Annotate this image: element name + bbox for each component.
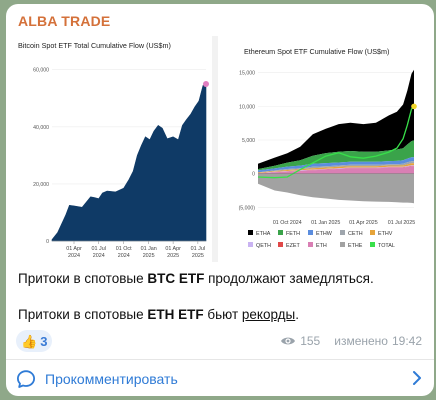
eth-y-tick-label: 15,000 — [239, 71, 255, 77]
btc-chart-svg: Bitcoin Spot ETF Total Cumulative Flow (… — [18, 41, 209, 259]
btc-x-tick-year: 2025 — [167, 253, 179, 259]
message-time: 19:42 — [391, 334, 422, 348]
eth-legend-swatch — [248, 242, 253, 247]
line2-bold: ETH ETF — [147, 307, 204, 322]
eth-legend-label: ETHA — [256, 231, 271, 237]
btc-end-marker — [203, 80, 209, 87]
eth-chart-svg: Ethereum Spot ETF Cumulative Flow (US$m)… — [239, 47, 417, 249]
comment-button[interactable]: Прокомментировать — [6, 361, 434, 396]
eye-icon — [281, 337, 296, 345]
reaction-count: 3 — [40, 333, 48, 349]
eth-x-tick-label: 01 Apr 2025 — [349, 220, 378, 226]
btc-x-tick-label: 01 Oct — [116, 246, 132, 252]
btc-y-tick-label: 0 — [46, 239, 49, 245]
btc-y-tick-label: 20,000 — [33, 182, 49, 188]
btc-area — [51, 83, 207, 242]
eth-y-tick-label: 0 — [252, 172, 255, 178]
btc-y-tick-label: 40,000 — [33, 125, 49, 131]
eth-area-ceth — [258, 161, 414, 173]
btc-chart-title: Bitcoin Spot ETF Total Cumulative Flow (… — [18, 41, 171, 50]
btc-y-tick-label: 60,000 — [33, 68, 49, 74]
line2-post: . — [295, 307, 300, 322]
eth-area-etha — [258, 69, 414, 170]
eth-end-marker — [411, 103, 417, 110]
reaction-thumbs-up[interactable]: 👍 3 — [16, 330, 52, 352]
btc-x-tick-label: 01 Apr — [165, 246, 181, 252]
line2-pre: Притоки в спотовые — [18, 307, 148, 322]
thumbs-up-icon: 👍 — [21, 333, 38, 349]
btc-x-tick-year: 2025 — [143, 253, 155, 259]
eth-area-ethw — [258, 157, 414, 173]
eth-total-line — [257, 105, 415, 179]
records-link[interactable]: рекорды — [241, 307, 296, 322]
message-line-1: Притоки в спотовые BTC ETF продолжают за… — [18, 270, 374, 288]
eth-legend-swatch — [278, 230, 283, 235]
line2-mid: бьют — [203, 307, 242, 322]
eth-legend-label: QETH — [256, 243, 271, 249]
eth-legend-label: CETH — [348, 231, 363, 237]
line1-bold: BTC ETF — [147, 271, 205, 286]
btc-x-tick-label: 01 Apr — [66, 246, 82, 252]
eth-legend-label: ETH — [316, 243, 327, 249]
btc-x-tick-label: 01 Jul — [92, 246, 106, 252]
eth-x-tick-label: 01 Oct 2024 — [273, 220, 302, 226]
btc-x-tick-year: 2024 — [93, 253, 105, 259]
eth-legend-swatch — [248, 230, 253, 235]
comment-bubble-icon — [17, 370, 35, 388]
eth-legend-label: ETHV — [378, 231, 393, 237]
eth-y-tick-label: 10,000 — [239, 104, 255, 110]
eth-y-tick-label: (5,000) — [239, 205, 256, 211]
btc-x-tick-label: 01 Jul — [191, 246, 205, 252]
btc-x-tick-label: 01 Jan — [141, 246, 157, 252]
eth-legend-label: TOTAL — [378, 243, 395, 249]
eth-area-ethe — [258, 173, 414, 204]
btc-x-tick-year: 2025 — [192, 253, 204, 259]
comment-label: Прокомментировать — [45, 371, 178, 387]
message-meta: 155 изменено 19:42 — [280, 334, 422, 348]
message-line-2: Притоки в спотовые ETH ETF бьют рекорды. — [18, 306, 299, 324]
line1-pre: Притоки в спотовые — [18, 271, 148, 286]
eth-area-feth — [258, 140, 414, 171]
message-bubble: ALBA TRADE Bitcoin Spot ETF Total Cumula… — [6, 4, 434, 396]
eth-area-ethv — [258, 163, 414, 174]
views-count: 155 — [300, 334, 321, 348]
eth-legend-swatch — [278, 242, 283, 247]
eth-legend-swatch — [370, 230, 375, 235]
eth-legend-swatch — [340, 230, 345, 235]
comment-separator — [6, 359, 434, 360]
edited-label: изменено — [334, 334, 388, 348]
eth-legend-label: FETH — [286, 231, 300, 237]
eth-etf-chart[interactable]: Ethereum Spot ETF Cumulative Flow (US$m)… — [218, 36, 418, 262]
eth-legend-label: ETHE — [348, 243, 363, 249]
media-divider — [212, 36, 218, 262]
eth-legend-swatch — [308, 230, 313, 235]
media-attachment[interactable]: Bitcoin Spot ETF Total Cumulative Flow (… — [14, 36, 418, 262]
eth-legend-swatch — [370, 242, 375, 247]
eth-x-tick-label: 01 Jul 2025 — [388, 220, 415, 226]
btc-x-tick-year: 2024 — [118, 253, 130, 259]
eth-y-tick-label: 5,000 — [242, 138, 255, 144]
eth-chart-title: Ethereum Spot ETF Cumulative Flow (US$m) — [244, 47, 389, 56]
eth-x-tick-label: 01 Jan 2025 — [311, 220, 340, 226]
eth-legend-label: EZET — [286, 243, 300, 249]
btc-x-tick-year: 2024 — [68, 253, 80, 259]
chevron-right-icon — [413, 371, 421, 385]
line1-post: продолжают замедляться. — [204, 271, 374, 286]
eth-legend-swatch — [340, 242, 345, 247]
channel-name[interactable]: ALBA TRADE — [18, 13, 111, 29]
btc-etf-chart[interactable]: Bitcoin Spot ETF Total Cumulative Flow (… — [14, 36, 212, 262]
eth-legend-swatch — [308, 242, 313, 247]
eth-legend-label: ETHW — [316, 231, 333, 237]
